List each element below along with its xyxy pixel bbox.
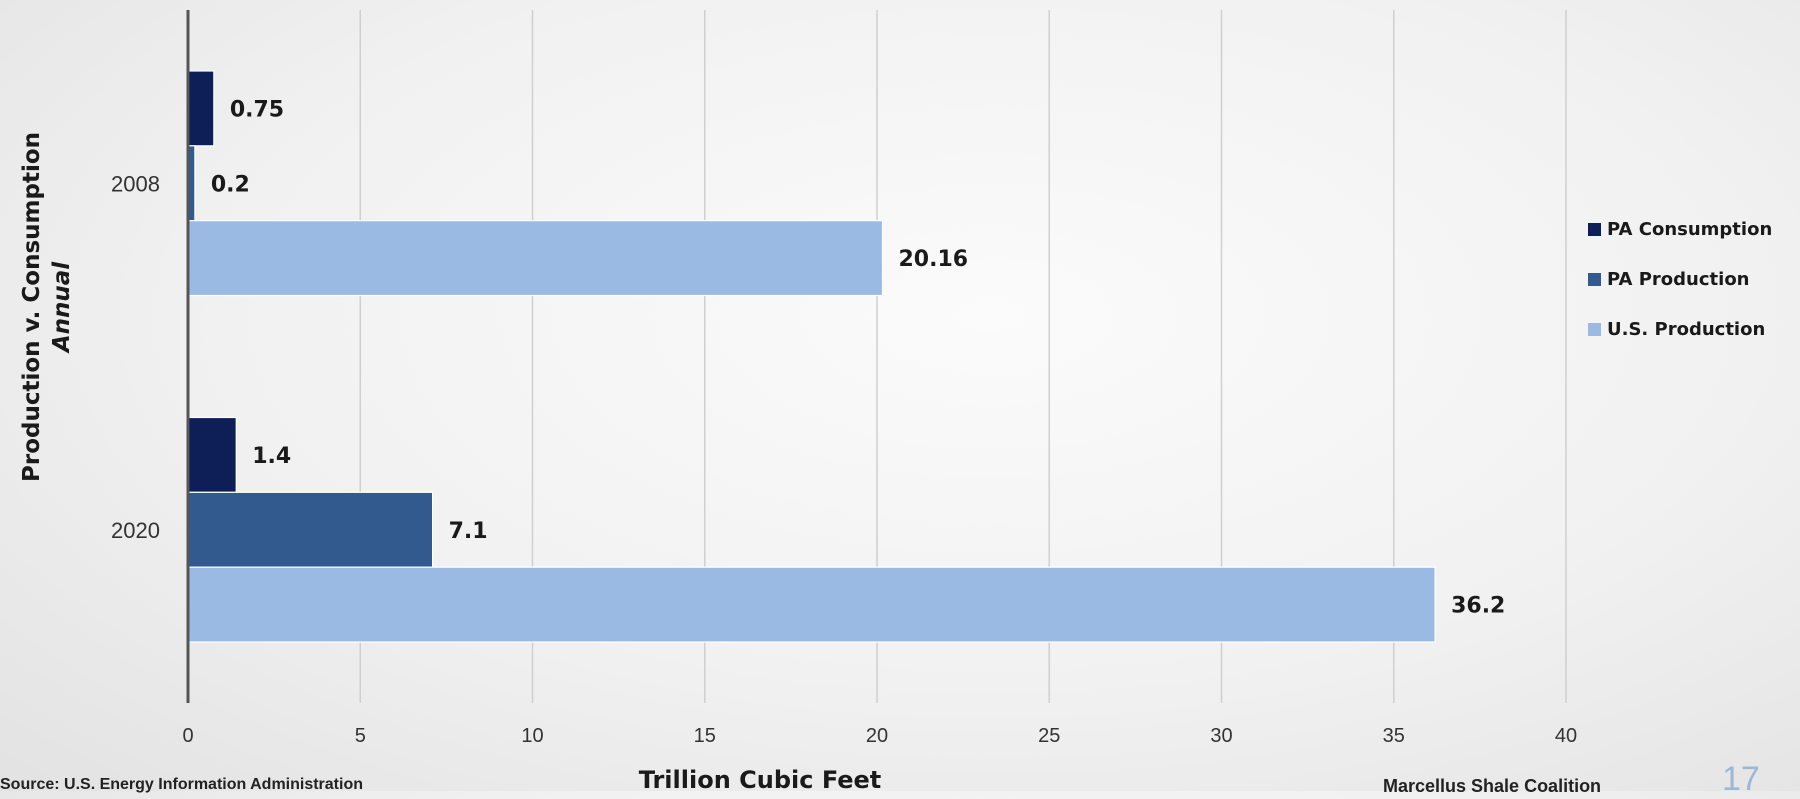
y-tick-label-2008: 2008 [111, 171, 160, 196]
x-tick-label-35: 35 [1383, 725, 1405, 747]
value-label-2020-pa-production: 7.1 [449, 519, 488, 544]
x-tick-label-20: 20 [866, 725, 888, 747]
x-tick-labels: 0 5 10 15 20 25 30 35 40 [182, 725, 1577, 747]
x-axis-title: Trillion Cubic Feet [638, 766, 882, 794]
value-label-2008-pa-production: 0.2 [211, 172, 250, 197]
x-tick-label-0: 0 [182, 725, 193, 747]
value-labels: 0.75 0.2 20.16 1.4 7.1 36.2 [211, 97, 1505, 618]
y-tick-label-2020: 2020 [111, 518, 160, 543]
y-axis-title-main: Production v. Consumption [19, 132, 45, 482]
legend-swatch-pa-consumption [1588, 222, 1601, 236]
legend-label-pa-production: PA Production [1607, 268, 1750, 290]
value-label-2008-pa-consumption: 0.75 [230, 97, 284, 122]
legend: PA Consumption PA Production U.S. Produc… [1588, 218, 1772, 368]
x-tick-label-5: 5 [355, 725, 366, 747]
value-label-2020-pa-consumption: 1.4 [252, 444, 291, 469]
page-number: 17 [1722, 760, 1760, 798]
bar-2020-pa-production [187, 491, 434, 568]
legend-label-us-production: U.S. Production [1607, 318, 1766, 340]
bar-2008-pa-consumption [187, 70, 215, 147]
y-axis-title-sub: Annual [49, 261, 75, 353]
bar-2020-u-s-production [187, 566, 1436, 643]
x-tick-label-25: 25 [1038, 725, 1060, 747]
bar-2020-pa-consumption [187, 416, 237, 493]
value-label-2008-u-s-production: 20.16 [899, 247, 969, 272]
x-tick-label-40: 40 [1555, 725, 1577, 747]
x-tick-label-15: 15 [694, 725, 716, 747]
legend-item-us-production: U.S. Production [1588, 318, 1772, 340]
bars [187, 70, 1436, 643]
x-tick-label-10: 10 [521, 725, 543, 747]
legend-label-pa-consumption: PA Consumption [1607, 218, 1773, 240]
legend-item-pa-production: PA Production [1588, 268, 1772, 290]
bar-2008-u-s-production [187, 220, 884, 297]
y-tick-labels: 2008 2020 [111, 171, 160, 543]
value-label-2020-u-s-production: 36.2 [1451, 594, 1505, 619]
source-note: Source: U.S. Energy Information Administ… [0, 776, 363, 793]
legend-swatch-us-production [1588, 322, 1601, 336]
legend-swatch-pa-production [1588, 272, 1601, 286]
gridlines [359, 10, 1567, 703]
x-tick-label-30: 30 [1210, 725, 1232, 747]
brand-name: Marcellus Shale Coalition [1383, 776, 1602, 796]
legend-item-pa-consumption: PA Consumption [1588, 218, 1772, 240]
